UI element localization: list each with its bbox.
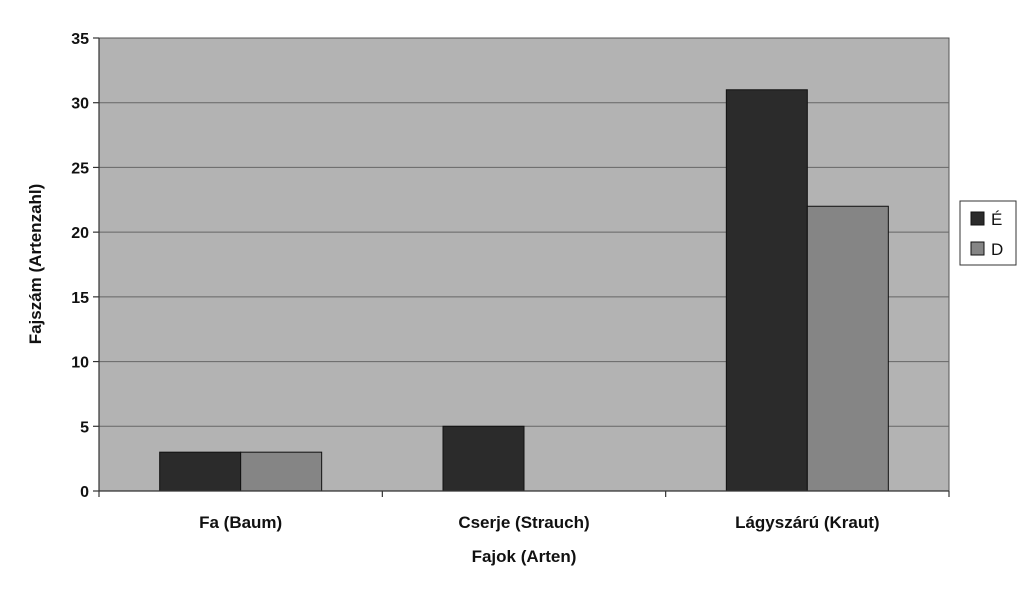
y-tick-label: 25 [71, 160, 89, 177]
y-tick-label: 5 [80, 419, 89, 436]
legend-label: É [991, 210, 1002, 229]
bar-e [725, 89, 808, 492]
bars [159, 89, 889, 492]
legend-swatch [970, 241, 985, 256]
bar-e [442, 425, 525, 492]
legend-label: D [991, 240, 1003, 259]
y-axis-title: Fajszám (Artenzahl) [26, 184, 45, 345]
y-tick-label: 30 [71, 96, 89, 113]
x-category-label: Cserje (Strauch) [458, 513, 589, 532]
y-tick-label: 10 [71, 355, 89, 372]
x-category-labels: Fa (Baum) Cserje (Strauch) Lágyszárú (Krau… [199, 513, 879, 532]
x-category-label: Fa (Baum) [199, 513, 282, 532]
y-tick-label: 35 [71, 31, 89, 48]
y-tick-label: 20 [71, 225, 89, 242]
bar-d [240, 451, 323, 492]
axes [93, 37, 950, 497]
legend-box [959, 200, 1017, 266]
y-tick-labels: 0 5 10 15 20 25 30 35 [71, 31, 89, 501]
y-tick-label: 0 [80, 484, 89, 501]
legend: ÉD [959, 200, 1017, 266]
bar-e [159, 451, 242, 492]
x-axis-title: Fajok (Arten) [472, 547, 577, 566]
legend-swatch [970, 211, 985, 226]
bar-d [806, 205, 889, 492]
x-category-label: Lágyszárú (Kraut) [735, 513, 880, 532]
y-tick-label: 15 [71, 290, 89, 307]
